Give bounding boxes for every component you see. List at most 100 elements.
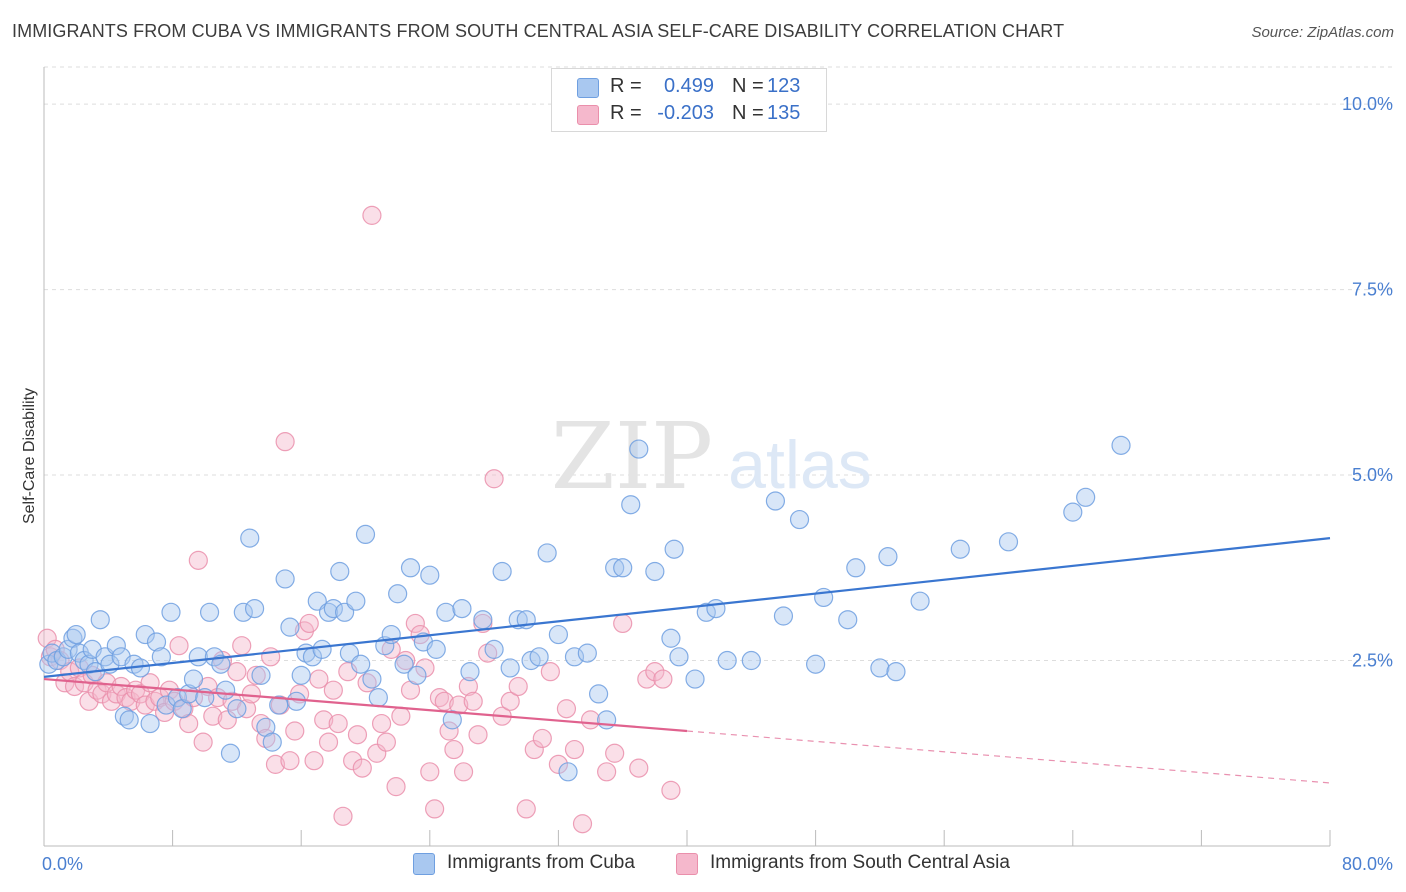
legend-swatch-blue [577,78,599,98]
data-point [211,654,231,674]
data-point [188,550,208,570]
axes [43,67,1331,847]
trend-line [43,537,1331,678]
data-point [246,665,266,685]
data-point [621,495,641,515]
data-point [323,598,343,619]
data-point [312,639,332,659]
data-point [227,699,247,719]
data-point [183,669,204,689]
data-point [236,699,257,719]
data-point [453,762,474,782]
data-point [400,558,421,578]
data-point [220,743,241,763]
data-point [572,814,593,834]
data-point [394,654,414,674]
data-point [347,725,368,745]
legend-label: Immigrants from South Central Asia [710,852,1010,873]
data-point [473,610,493,630]
series-legend: Immigrants from Cuba Immigrants from Sou… [0,852,1406,878]
data-point [556,699,577,719]
data-point [66,624,86,645]
data-point [805,654,826,674]
data-point [244,598,265,619]
data-point [330,561,350,582]
data-point [436,602,456,622]
data-point [577,643,597,663]
data-point [645,662,665,682]
data-point [285,721,305,741]
data-point [146,632,167,652]
y-tick-label: 2.5% [1352,651,1393,671]
data-point [232,636,252,656]
data-point [291,665,311,685]
data-point [765,491,786,511]
y-axis-label: Self-Care Disability [21,388,38,524]
data-point [669,647,689,667]
data-point [203,706,223,726]
tick-labels: 2.5% 5.0% 7.5% 10.0% 0.0% 80.0% [42,94,1393,874]
data-point [135,624,155,645]
data-point [161,602,181,622]
data-point [508,676,528,697]
data-point [362,669,382,689]
legend-r-label: R = [610,102,642,124]
legend-n-value: 123 [767,75,801,97]
x-tick-label: 0.0% [42,854,83,874]
data-point [169,636,189,656]
data-point [376,732,396,752]
data-point [605,558,625,578]
legend-r-value: -0.203 [657,102,714,124]
data-point [37,628,57,648]
data-point [216,680,236,700]
data-point [355,524,376,545]
data-point [275,432,295,452]
data-point [664,539,684,559]
data-point [597,762,617,782]
data-point [468,725,488,745]
data-point [343,751,363,771]
data-point [500,658,520,678]
legend-r-value: 0.499 [663,75,714,97]
data-point [910,591,930,611]
data-point [405,613,425,634]
y-tick-label: 5.0% [1352,465,1393,485]
data-point [685,669,705,689]
data-point [653,669,673,689]
data-point [351,654,371,674]
data-point [367,743,387,763]
data-point [92,684,112,704]
data-point [140,713,160,734]
data-point [217,710,237,730]
data-point [280,751,300,771]
data-point [286,691,306,711]
data-point [328,713,348,734]
data-point [548,624,569,645]
data-point [629,758,649,778]
legend-swatch-blue [413,853,435,875]
data-point [439,721,459,741]
data-point [661,628,681,648]
data-point [79,654,99,674]
data-point [613,558,633,578]
data-point [106,636,126,656]
data-point [346,591,366,611]
data-point [661,780,681,800]
data-point [870,658,890,678]
data-point [119,710,139,730]
data-point [645,561,665,582]
data-point [460,662,480,682]
data-point [588,684,609,704]
data-point [368,688,388,708]
data-point [789,509,810,530]
data-point [516,799,536,819]
data-point [420,565,440,585]
data-point [484,639,504,659]
data-point [275,569,295,589]
data-point [564,739,585,760]
data-point [637,669,657,689]
data-point [838,610,858,630]
data-point [548,754,569,774]
data-point [540,662,560,682]
